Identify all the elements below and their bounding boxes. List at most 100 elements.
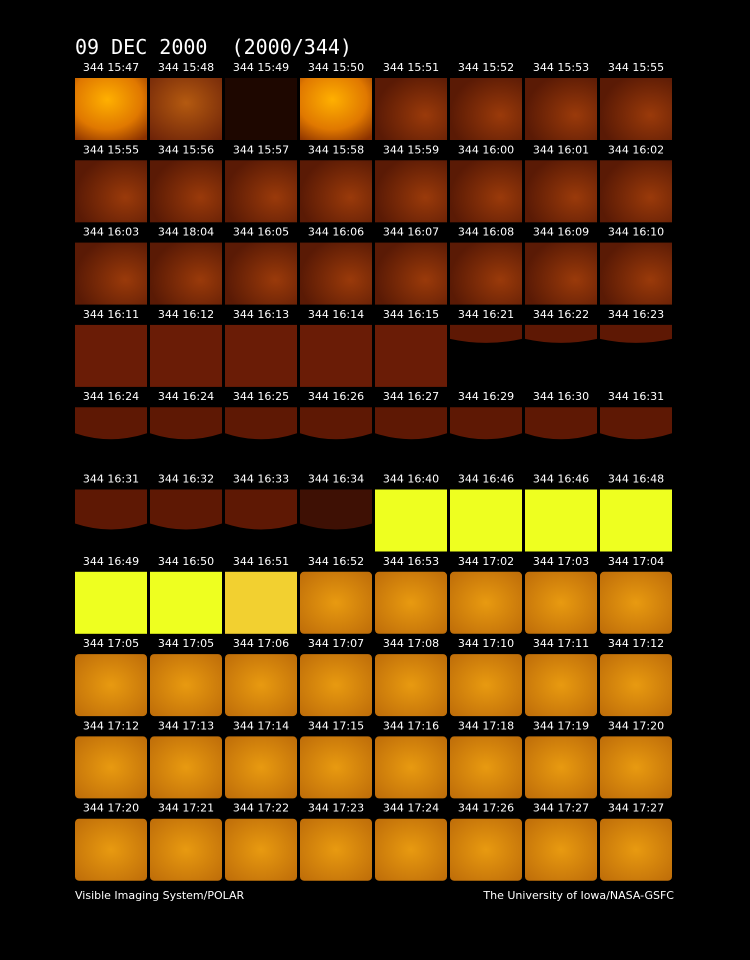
- timestamp: 344 16:21: [458, 308, 514, 321]
- timestamp: 344 17:20: [83, 802, 139, 815]
- frame-image: [300, 654, 372, 717]
- timestamp: 344 16:46: [458, 473, 514, 486]
- frame-image: [150, 324, 222, 387]
- timestamp: 344 16:26: [308, 390, 364, 403]
- frame-image: [75, 818, 147, 881]
- title: 09 DEC 2000 (2000/344): [75, 35, 352, 59]
- frame-image: [600, 571, 672, 634]
- frame-image: [450, 736, 522, 799]
- frame-image: [75, 571, 147, 634]
- timestamp: 344 16:03: [83, 226, 139, 239]
- timestamp: 344 17:20: [608, 719, 664, 732]
- timestamp: 344 17:11: [533, 637, 589, 650]
- frame-image: [75, 78, 147, 140]
- timestamp: 344 18:04: [158, 226, 214, 239]
- timestamp: 344 17:10: [458, 637, 514, 650]
- timestamp: 344 16:34: [308, 473, 364, 486]
- timestamp: 344 17:08: [383, 637, 439, 650]
- frame-image: [150, 242, 222, 305]
- frame-image: [375, 78, 447, 140]
- frame-image: [75, 654, 147, 717]
- frame-image: [600, 818, 672, 881]
- frame-image: [150, 654, 222, 717]
- frame-image: [450, 571, 522, 634]
- frame-image: [600, 654, 672, 717]
- frame-image: [150, 160, 222, 223]
- timestamp: 344 16:31: [83, 473, 139, 486]
- timestamp: 344 16:10: [608, 226, 664, 239]
- timestamp: 344 16:51: [233, 555, 289, 568]
- frame-image: [525, 324, 597, 343]
- frame-image: [300, 78, 372, 140]
- timestamp: 344 16:23: [608, 308, 664, 321]
- frame-image: [525, 818, 597, 881]
- frame-image: [150, 489, 222, 530]
- frame-image: [375, 818, 447, 881]
- timestamp: 344 15:47: [83, 61, 139, 74]
- frame-image: [225, 78, 297, 140]
- frame-image: [450, 324, 522, 343]
- timestamp: 344 17:18: [458, 719, 514, 732]
- timestamp: 344 15:55: [608, 61, 664, 74]
- frame-image: [600, 407, 672, 440]
- frame-image: [375, 736, 447, 799]
- timestamp: 344 17:22: [233, 802, 289, 815]
- timestamp: 344 17:07: [308, 637, 364, 650]
- timestamp: 344 16:53: [383, 555, 439, 568]
- timestamp: 344 15:59: [383, 143, 439, 156]
- timestamp: 344 15:53: [533, 61, 589, 74]
- timestamp: 344 17:24: [383, 802, 439, 815]
- frame-image: [375, 160, 447, 223]
- frame-image: [75, 736, 147, 799]
- frame-image: [450, 489, 522, 552]
- timestamp: 344 17:04: [608, 555, 664, 568]
- timestamp: 344 16:46: [533, 473, 589, 486]
- frame-image: [225, 160, 297, 223]
- frame-image: [300, 571, 372, 634]
- frame-image: [525, 78, 597, 140]
- frame-image: [75, 407, 147, 440]
- timestamp: 344 16:08: [458, 226, 514, 239]
- timestamp: 344 17:13: [158, 719, 214, 732]
- timestamp: 344 16:05: [233, 226, 289, 239]
- timestamp: 344 16:50: [158, 555, 214, 568]
- frame-image: [525, 407, 597, 440]
- frame-image: [150, 571, 222, 634]
- frame-image: [375, 242, 447, 305]
- footer-right: The University of Iowa/NASA-GSFC: [482, 889, 674, 902]
- frame-image: [525, 571, 597, 634]
- timestamp: 344 16:52: [308, 555, 364, 568]
- timestamp: 344 16:49: [83, 555, 139, 568]
- frame-image: [225, 324, 297, 387]
- timestamp: 344 16:14: [308, 308, 364, 321]
- frame-image: [150, 78, 222, 140]
- timestamp: 344 17:03: [533, 555, 589, 568]
- timestamp: 344 15:52: [458, 61, 514, 74]
- frame-image: [600, 160, 672, 223]
- timestamp: 344 17:06: [233, 637, 289, 650]
- timestamp: 344 16:31: [608, 390, 664, 403]
- timestamp: 344 16:00: [458, 143, 514, 156]
- frame-image: [600, 242, 672, 305]
- frame-image: [225, 818, 297, 881]
- frame-image: [225, 736, 297, 799]
- timestamp: 344 17:27: [608, 802, 664, 815]
- frame-image: [300, 489, 372, 530]
- frame-image: [450, 407, 522, 440]
- frame-image: [450, 242, 522, 305]
- timestamp: 344 16:27: [383, 390, 439, 403]
- timestamp: 344 16:48: [608, 473, 664, 486]
- frame-image: [225, 407, 297, 440]
- timestamp: 344 17:05: [158, 637, 214, 650]
- timestamp: 344 15:58: [308, 143, 364, 156]
- timestamp: 344 16:09: [533, 226, 589, 239]
- timestamp: 344 16:07: [383, 226, 439, 239]
- timestamp: 344 16:11: [83, 308, 139, 321]
- timestamp: 344 15:57: [233, 143, 289, 156]
- timestamp: 344 15:50: [308, 61, 364, 74]
- timestamp: 344 17:12: [608, 637, 664, 650]
- frame-image: [225, 489, 297, 530]
- timestamp: 344 15:49: [233, 61, 289, 74]
- timestamp: 344 16:15: [383, 308, 439, 321]
- frame-image: [525, 242, 597, 305]
